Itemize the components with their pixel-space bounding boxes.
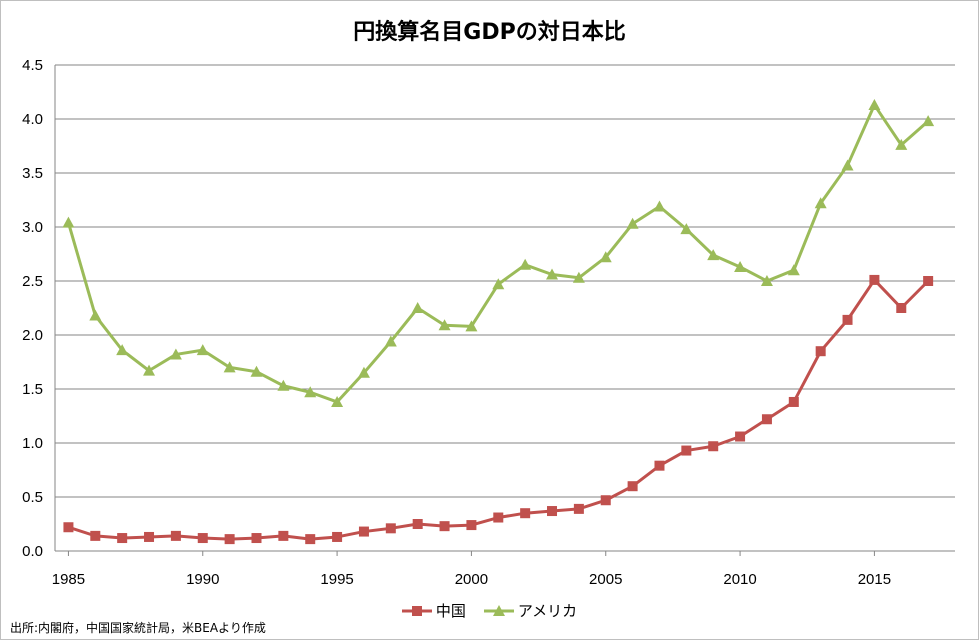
data-point-1-9 xyxy=(304,386,317,398)
data-point-0-13 xyxy=(412,519,423,529)
data-point-0-18 xyxy=(547,506,558,517)
y-tick-label-9: 4.5 xyxy=(22,57,43,74)
data-point-1-8 xyxy=(277,379,290,391)
x-tick-label-0: 1985 xyxy=(52,571,85,588)
series-line-1 xyxy=(66,103,930,404)
data-point-0-32 xyxy=(923,276,934,286)
data-point-0-22 xyxy=(654,460,665,471)
data-point-0-19 xyxy=(573,503,584,514)
y-tick-label-2: 1.0 xyxy=(22,435,43,452)
x-tick-label-4: 2005 xyxy=(589,571,622,588)
data-point-0-20 xyxy=(600,495,611,506)
legend-label-china: 中国 xyxy=(435,602,466,620)
chart-title: 円換算名目GDPの対日本比 xyxy=(353,20,626,45)
data-point-1-21 xyxy=(626,217,639,229)
data-point-1-1 xyxy=(89,309,102,321)
x-tick-label-3: 2000 xyxy=(455,571,488,588)
data-point-0-10 xyxy=(332,531,343,542)
data-point-1-6 xyxy=(223,361,236,373)
data-point-1-4 xyxy=(169,348,182,360)
legend-item-china: 中国 xyxy=(401,600,466,621)
data-point-1-12 xyxy=(384,335,397,347)
data-point-1-24 xyxy=(707,249,720,261)
data-point-0-23 xyxy=(681,445,692,456)
data-point-1-27 xyxy=(787,264,800,276)
data-point-0-24 xyxy=(708,441,719,452)
data-point-0-27 xyxy=(788,396,799,407)
data-point-0-28 xyxy=(815,346,826,357)
data-point-1-26 xyxy=(760,275,773,286)
data-point-1-23 xyxy=(680,223,693,235)
data-point-0-17 xyxy=(520,508,531,519)
data-point-1-22 xyxy=(653,200,666,212)
data-point-1-15 xyxy=(465,320,478,332)
data-point-0-21 xyxy=(627,481,638,492)
data-point-0-25 xyxy=(735,431,746,442)
data-point-0-26 xyxy=(761,414,772,425)
legend-item-usa: アメリカ xyxy=(483,600,578,621)
data-point-1-32 xyxy=(922,115,935,127)
y-tick-label-3: 1.5 xyxy=(22,381,43,398)
y-tick-label-1: 0.5 xyxy=(22,489,43,506)
data-point-0-8 xyxy=(278,530,289,541)
data-point-0-12 xyxy=(385,523,396,534)
data-point-1-16 xyxy=(492,278,505,290)
data-point-0-1 xyxy=(90,530,101,541)
y-tick-label-7: 3.5 xyxy=(22,165,43,182)
data-point-1-3 xyxy=(143,364,156,376)
data-point-1-0 xyxy=(62,216,75,228)
data-point-0-11 xyxy=(358,526,369,537)
y-tick-label-6: 3.0 xyxy=(22,219,43,236)
data-point-0-29 xyxy=(842,314,853,325)
source-note: 出所:内閣府，中国国家統計局，米BEAより作成 xyxy=(10,621,266,635)
data-point-1-17 xyxy=(519,258,532,270)
y-tick-label-0: 0.0 xyxy=(22,543,43,560)
legend: 中国 アメリカ xyxy=(0,600,979,621)
data-point-0-15 xyxy=(466,520,477,531)
x-tick-label-5: 2010 xyxy=(723,571,756,588)
data-point-1-5 xyxy=(196,344,209,356)
data-point-0-5 xyxy=(197,533,208,544)
data-point-1-7 xyxy=(250,365,263,377)
data-point-1-19 xyxy=(572,271,585,283)
x-tick-label-6: 2015 xyxy=(858,571,891,588)
data-point-0-3 xyxy=(144,531,155,542)
data-point-0-4 xyxy=(170,530,181,541)
series-line-0 xyxy=(67,278,930,541)
data-point-0-31 xyxy=(896,303,907,313)
data-point-1-14 xyxy=(438,319,451,331)
data-point-1-10 xyxy=(331,395,344,407)
legend-marker-triangle-icon xyxy=(483,604,514,616)
y-tick-label-4: 2.0 xyxy=(22,327,43,344)
data-point-1-13 xyxy=(411,302,424,313)
data-point-0-2 xyxy=(117,533,128,544)
data-point-1-31 xyxy=(895,138,908,150)
data-point-0-30 xyxy=(869,274,880,285)
data-point-1-18 xyxy=(546,268,559,280)
data-point-1-11 xyxy=(357,366,370,378)
data-point-1-28 xyxy=(814,197,827,209)
x-tick-label-1: 1990 xyxy=(186,571,219,588)
data-point-1-25 xyxy=(734,260,747,272)
data-point-0-9 xyxy=(305,534,316,545)
x-tick-label-2: 1995 xyxy=(320,571,353,588)
data-point-0-14 xyxy=(439,521,450,532)
data-point-0-7 xyxy=(251,533,262,544)
legend-label-usa: アメリカ xyxy=(517,602,578,620)
legend-marker-square-icon xyxy=(401,605,432,616)
y-tick-label-8: 4.0 xyxy=(22,111,43,128)
y-tick-label-5: 2.5 xyxy=(22,273,43,290)
data-point-0-0 xyxy=(63,522,74,533)
data-point-0-16 xyxy=(493,512,504,523)
data-point-0-6 xyxy=(224,534,235,545)
data-point-1-30 xyxy=(868,98,881,110)
data-point-1-20 xyxy=(599,251,612,263)
data-point-1-2 xyxy=(116,344,129,356)
data-point-1-29 xyxy=(841,159,854,171)
